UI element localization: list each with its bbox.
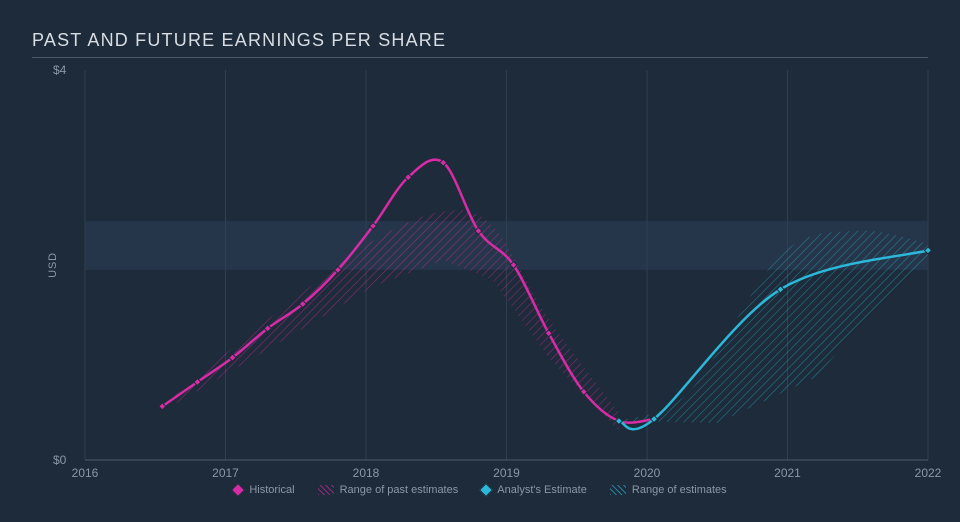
x-tick-label: 2017 bbox=[212, 466, 239, 480]
chart-title: PAST AND FUTURE EARNINGS PER SHARE bbox=[20, 30, 940, 51]
chart-container: PAST AND FUTURE EARNINGS PER SHARE USD $… bbox=[0, 0, 960, 522]
legend-label-estimate: Analyst's Estimate bbox=[497, 484, 587, 496]
x-tick-label: 2020 bbox=[634, 466, 661, 480]
x-tick-label: 2016 bbox=[72, 466, 99, 480]
y-tick-label: $4 bbox=[53, 63, 66, 77]
plot-area: USD $0$42016201720182019202020212022 bbox=[85, 70, 928, 460]
legend-label-historical: Historical bbox=[249, 484, 294, 496]
y-axis-label: USD bbox=[47, 252, 59, 278]
x-tick-label: 2022 bbox=[915, 466, 942, 480]
chart-svg bbox=[85, 70, 928, 460]
legend-marker-estimate bbox=[479, 483, 493, 497]
legend-label-estimate-range: Range of estimates bbox=[632, 484, 727, 496]
title-underline bbox=[32, 57, 928, 58]
legend-marker-historical bbox=[231, 483, 245, 497]
legend-item-historical-range: Range of past estimates bbox=[318, 484, 459, 496]
legend-item-estimate: Analyst's Estimate bbox=[481, 484, 587, 496]
x-tick-label: 2021 bbox=[774, 466, 801, 480]
legend-item-estimate-range: Range of estimates bbox=[610, 484, 727, 496]
legend-item-historical: Historical bbox=[233, 484, 294, 496]
legend-hatch-historical bbox=[318, 485, 334, 495]
x-tick-label: 2018 bbox=[353, 466, 380, 480]
legend-label-historical-range: Range of past estimates bbox=[340, 484, 459, 496]
legend: Historical Range of past estimates Analy… bbox=[20, 484, 940, 498]
legend-hatch-estimate bbox=[610, 485, 626, 495]
x-tick-label: 2019 bbox=[493, 466, 520, 480]
y-tick-label: $0 bbox=[53, 453, 66, 467]
